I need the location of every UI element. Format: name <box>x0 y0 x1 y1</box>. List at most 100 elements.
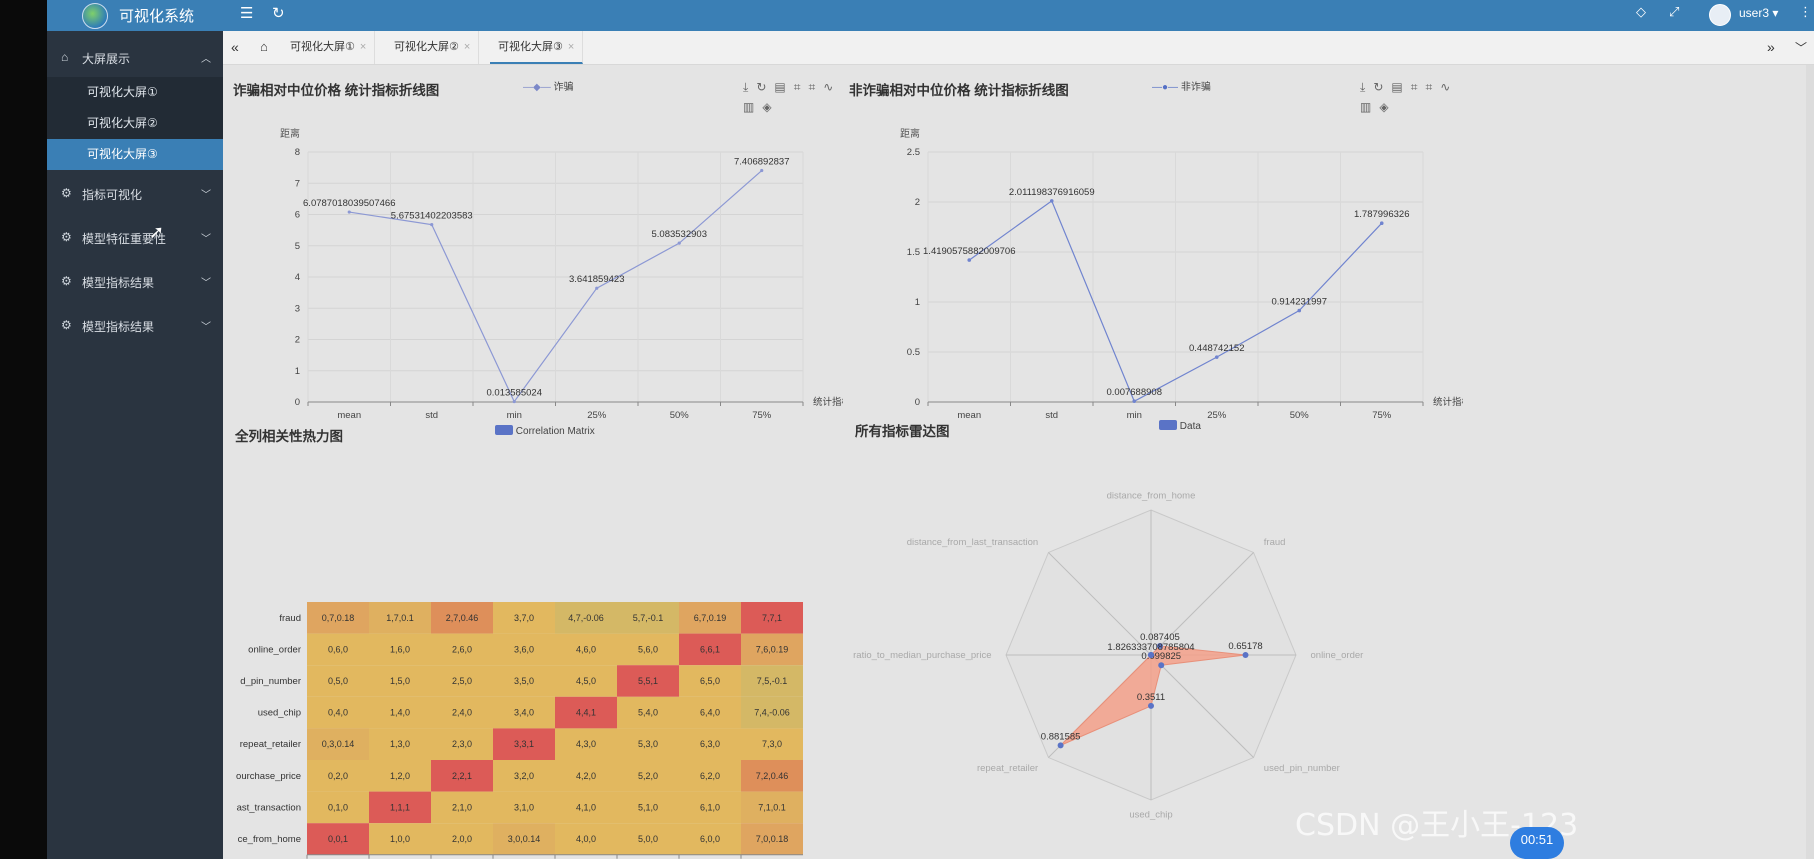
fraud-line-legend[interactable]: —◆— 诈骗 <box>523 78 573 93</box>
tab-scroll-left-icon[interactable]: « <box>231 39 239 55</box>
bar-type-icon[interactable]: ▥ <box>1360 100 1380 114</box>
cell-label: 7,0,0.18 <box>756 834 789 844</box>
x-tick-label: mean <box>337 410 361 421</box>
close-icon[interactable]: × <box>359 41 367 53</box>
line-type-icon[interactable]: ∿ <box>823 80 842 94</box>
tab-screen-2[interactable]: 可视化大屏② × <box>386 31 480 64</box>
radar-point <box>1158 662 1165 669</box>
close-icon[interactable]: × <box>567 41 575 53</box>
fullscreen-icon[interactable]: ⤢ <box>1669 4 1680 19</box>
nonfraud-line-toolbox-2[interactable]: ▥◈ <box>1360 100 1397 114</box>
tab-scroll-right-icon[interactable]: » <box>1767 39 1775 55</box>
menu-toggle-icon[interactable]: ☰ <box>240 5 254 22</box>
nonfraud-line-title: 非诈骗相对中位价格 统计指标折线图 <box>849 83 1069 98</box>
home-tab-icon[interactable]: ⌂ <box>260 39 268 54</box>
heatmap-cell <box>679 791 741 824</box>
fraud-line-toolbox[interactable]: ⤓↻▤⌗⌗∿ <box>743 80 841 95</box>
cell-label: 4,0,0 <box>576 834 596 844</box>
sidebar-item-screen-2[interactable]: 可视化大屏② <box>47 108 223 139</box>
bar-type-icon[interactable]: ▥ <box>743 100 763 114</box>
data-view-icon[interactable]: ▤ <box>1391 80 1411 94</box>
refresh-icon[interactable]: ↻ <box>272 5 285 22</box>
cell-label: 1,3,0 <box>390 739 410 749</box>
heatmap-legend[interactable]: Correlation Matrix <box>495 425 595 437</box>
tab-label: 可视化大屏① <box>290 41 355 53</box>
scrollbar[interactable] <box>1806 65 1814 859</box>
heatmap-cell <box>369 760 431 792</box>
restore-icon[interactable]: ↻ <box>756 80 775 94</box>
heatmap-cell <box>617 823 679 855</box>
radar-axis <box>1048 552 1152 656</box>
radar-indicator-label: ratio_to_median_purchase_price <box>853 650 991 661</box>
cell-label: 4,3,0 <box>576 739 596 749</box>
heatmap-cell <box>555 602 617 634</box>
y-tick-label: 2 <box>295 335 300 346</box>
cell-label: 6,0,0 <box>700 834 720 844</box>
sidebar-group-model-results-1[interactable]: ⚙ 模型指标结果 ﹀ <box>47 261 223 301</box>
line-type-icon[interactable]: ∿ <box>1440 80 1459 94</box>
data-view-icon[interactable]: ▤ <box>774 80 794 94</box>
fraud-line-toolbox-2[interactable]: ▥◈ <box>743 100 780 114</box>
x-axis-label: 统计指标 <box>1433 396 1463 408</box>
cell-label: 2,4,0 <box>452 708 472 718</box>
tab-menu-chevron-icon[interactable]: ﹀ <box>1795 41 1808 55</box>
sidebar-item-screen-3[interactable]: 可视化大屏③ <box>47 139 223 170</box>
radar-point <box>1057 742 1064 749</box>
stack-icon[interactable]: ◈ <box>1379 100 1397 114</box>
cell-label: 6,2,0 <box>700 771 720 781</box>
zoom-reset-icon[interactable]: ⌗ <box>808 80 824 94</box>
y-tick-label: 1.5 <box>907 247 920 258</box>
cell-label: 5,5,1 <box>638 676 658 686</box>
heatmap-cell <box>369 791 431 824</box>
x-tick-label: 50% <box>670 410 690 421</box>
heatmap-cell <box>431 728 493 760</box>
stack-icon[interactable]: ◈ <box>762 100 780 114</box>
nonfraud-line-toolbox[interactable]: ⤓↻▤⌗⌗∿ <box>1360 80 1458 95</box>
home-icon: ⌂ <box>61 50 69 64</box>
heatmap-cell <box>555 760 617 792</box>
restore-icon[interactable]: ↻ <box>1373 80 1392 94</box>
cell-label: 2,2,1 <box>452 771 472 781</box>
download-icon[interactable]: ⤓ <box>743 80 757 94</box>
cell-label: 0,3,0.14 <box>322 739 355 749</box>
mouse-cursor-icon: ➚ <box>149 222 165 242</box>
sidebar-item-screen-1[interactable]: 可视化大屏① <box>47 77 223 108</box>
sidebar-group-metric-viz[interactable]: ⚙ 指标可视化 ﹀ <box>47 173 223 213</box>
cell-label: 0,5,0 <box>328 676 348 686</box>
tab-screen-3[interactable]: 可视化大屏③ × <box>490 31 584 64</box>
cell-label: 7,1,0.1 <box>758 802 786 812</box>
tag-icon[interactable]: ◇ <box>1636 4 1646 19</box>
heatmap-cell <box>431 696 493 729</box>
data-point <box>967 258 972 262</box>
radar-indicator-label: distance_from_last_transaction <box>907 537 1039 548</box>
download-icon[interactable]: ⤓ <box>1360 80 1374 94</box>
sidebar-group-feature-importance[interactable]: ⚙ 模型特征重要性 ﹀ <box>47 217 223 257</box>
nonfraud-line-legend[interactable]: —●— 非诈骗 <box>1152 78 1211 93</box>
zoom-reset-icon[interactable]: ⌗ <box>1425 80 1441 94</box>
x-tick-label: std <box>425 410 438 421</box>
close-icon[interactable]: × <box>463 41 471 53</box>
sidebar-group-dashboard[interactable]: ⌂ 大屏展示 ︿ <box>47 37 223 77</box>
heatmap-cell <box>369 602 431 634</box>
sidebar-group-label: 大屏展示 <box>82 52 131 66</box>
zoom-icon[interactable]: ⌗ <box>1410 80 1426 94</box>
data-label: 1.4190575882009706 <box>923 246 1015 257</box>
data-label: 0.914231997 <box>1272 297 1327 308</box>
tab-screen-1[interactable]: 可视化大屏① × <box>282 31 376 64</box>
user-menu[interactable]: user3 ▾ <box>1739 6 1779 20</box>
radar-legend[interactable]: Data <box>1159 420 1201 432</box>
legend-marker-icon: —●— <box>1152 82 1179 93</box>
zoom-icon[interactable]: ⌗ <box>793 80 809 94</box>
avatar[interactable] <box>1709 4 1731 26</box>
x-axis-label: 统计指标 <box>813 396 843 408</box>
x-tick-label: 50% <box>1290 410 1310 421</box>
more-icon[interactable]: ⋮ <box>1799 4 1812 19</box>
cell-label: 0,4,0 <box>328 708 348 718</box>
cell-label: 6,1,0 <box>700 802 720 812</box>
cell-label: 6,3,0 <box>700 739 720 749</box>
y-tick-label: 6 <box>295 210 300 221</box>
sidebar-group-model-results-2[interactable]: ⚙ 模型指标结果 ﹀ <box>47 305 223 345</box>
radar-point <box>1242 652 1249 658</box>
cell-label: 7,2,0.46 <box>756 771 789 781</box>
